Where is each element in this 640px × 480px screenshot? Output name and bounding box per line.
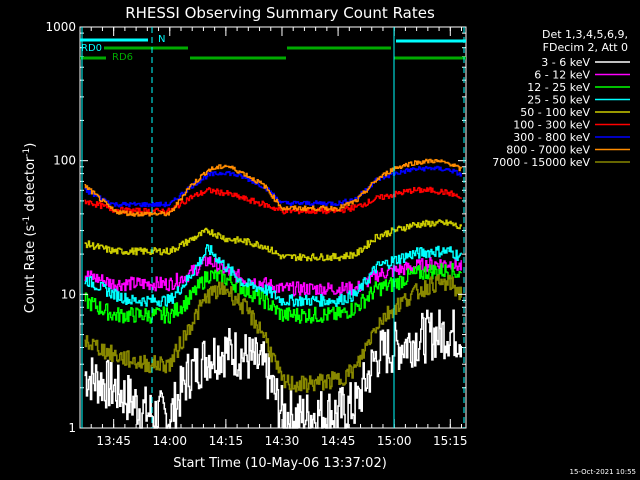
series-line-8	[84, 274, 463, 393]
series-line-1	[84, 256, 462, 297]
y-tick-label: 1	[68, 421, 76, 435]
legend-label: 100 - 300 keV	[513, 119, 590, 132]
chart-title: RHESSI Observing Summary Count Rates	[125, 4, 435, 22]
plot-frame	[79, 26, 467, 429]
series-line-4	[84, 219, 462, 262]
legend-label: 25 - 50 keV	[527, 94, 590, 107]
x-tick-label: 15:15	[433, 434, 468, 448]
x-tick-label: 14:45	[321, 434, 356, 448]
x-tick-label: 14:15	[209, 434, 244, 448]
footer-date: 15-Oct-2021 10:55	[570, 468, 636, 476]
y-tick-label: 1000	[45, 20, 76, 34]
x-axis: 13:45 14:00 14:15 14:30 14:45 15:00 15:15	[90, 27, 468, 448]
annotation-rd6: RD6	[112, 52, 133, 63]
x-axis-label: Start Time (10-May-06 13:37:02)	[173, 456, 387, 471]
series-line-0	[84, 309, 463, 429]
legend-label: 300 - 800 keV	[513, 131, 590, 144]
series-line-3	[84, 244, 462, 307]
legend: Det 1,3,4,5,6,9, FDecim 2, Att 0 3 - 6 k…	[492, 28, 630, 169]
annotation-n: N	[158, 34, 165, 45]
series-line-7	[84, 158, 462, 217]
legend-header-line-2: FDecim 2, Att 0	[543, 41, 628, 54]
x-tick-label: 14:30	[265, 434, 300, 448]
y-tick-label: 100	[53, 154, 76, 168]
legend-label: 7000 - 15000 keV	[492, 156, 590, 169]
legend-header-line-1: Det 1,3,4,5,6,9,	[542, 28, 628, 41]
x-tick-label: 14:00	[152, 434, 187, 448]
x-tick-label: 13:45	[96, 434, 131, 448]
annotation-layer: RD0 RD6 N	[80, 27, 466, 428]
plot-area	[84, 158, 463, 429]
legend-label: 50 - 100 keV	[520, 106, 590, 119]
y-tick-label: 10	[61, 287, 76, 301]
y-axis-label: Count Rate (s-1 detector-1)	[22, 143, 38, 314]
legend-label: 12 - 25 keV	[527, 81, 590, 94]
x-tick-label: 15:00	[377, 434, 412, 448]
legend-label: 800 - 7000 keV	[506, 144, 590, 157]
legend-label: 6 - 12 keV	[534, 69, 590, 82]
series-line-2	[84, 262, 462, 324]
legend-label: 3 - 6 keV	[541, 56, 590, 69]
annotation-rd0: RD0	[81, 43, 102, 54]
series-line-5	[84, 186, 462, 215]
series-line-6	[84, 165, 462, 208]
